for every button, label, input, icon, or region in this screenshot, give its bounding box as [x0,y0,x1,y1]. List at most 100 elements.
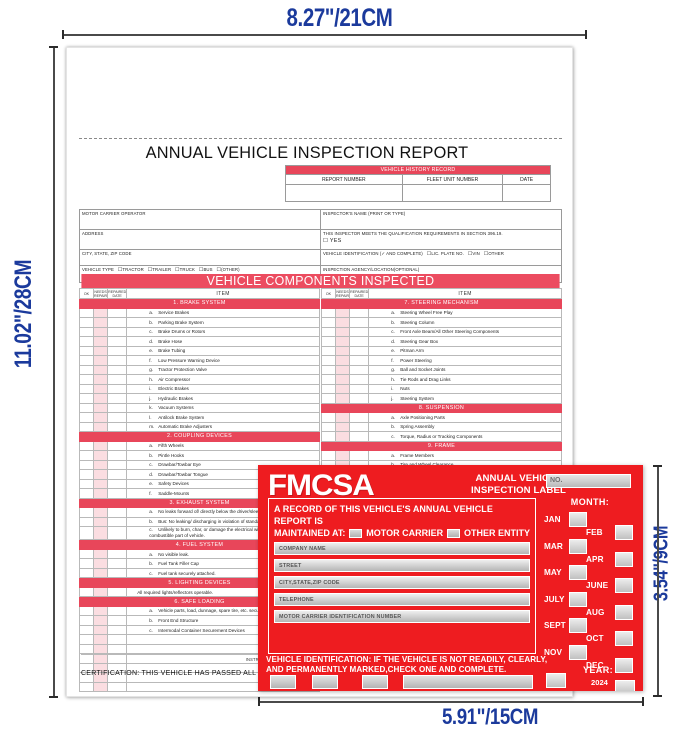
cell-repaired-date[interactable] [107,412,128,423]
cell-ok[interactable] [79,345,94,356]
cell-needs-repair[interactable] [92,586,109,598]
cell-repaired-date[interactable] [349,383,370,394]
month-checkbox-jan[interactable] [569,512,587,527]
checkbox-icon-bus[interactable]: ☐ [198,267,204,273]
blank-cell[interactable] [107,634,128,645]
cell-needs-repair[interactable] [92,440,109,451]
label-field-city-state-zip[interactable]: CITY,STATE,ZIP CODE [274,576,530,590]
cell-ok[interactable] [79,586,94,598]
cell-needs-repair[interactable] [92,317,109,328]
cell-repaired-date[interactable] [107,624,128,636]
cell-needs-repair[interactable] [92,326,109,337]
cell-ok[interactable] [79,317,94,328]
cell-needs-repair[interactable] [92,345,109,356]
qualification-yes-row[interactable]: ☐ YES [323,238,559,244]
checkbox-license-registration[interactable] [362,675,388,689]
checkbox-icon-vin[interactable]: ☐ [467,251,473,257]
cell-repaired-date[interactable] [349,431,370,442]
cell-needs-repair[interactable] [334,412,351,423]
cell-repaired-date[interactable] [107,317,128,328]
cell-ok[interactable] [321,355,336,366]
cell-ok[interactable] [321,317,336,328]
cell-ok[interactable] [79,364,94,375]
cell-needs-repair[interactable] [92,383,109,394]
field-inspector-name[interactable]: INSPECTOR'S NAME (PRINT OR TYPE) [320,209,562,230]
checkbox-other-entity[interactable] [447,528,460,538]
label-field-telephone[interactable]: TELEPHONE [274,593,530,607]
blank-cell[interactable] [107,681,128,693]
checkbox-icon-yes[interactable]: ☐ [323,238,329,245]
cell-ok[interactable] [79,307,94,318]
month-checkbox-dec[interactable] [615,657,633,673]
cell-repaired-date[interactable] [107,558,128,569]
cell-repaired-date[interactable] [107,336,128,347]
cell-ok[interactable] [79,558,94,569]
cell-repaired-date[interactable] [107,507,128,518]
cell-needs-repair[interactable] [92,336,109,347]
cell-needs-repair[interactable] [92,364,109,375]
cell-needs-repair[interactable] [334,307,351,318]
cell-ok[interactable] [79,459,94,470]
cell-ok[interactable] [79,567,94,579]
cell-ok[interactable] [321,383,336,394]
cell-needs-repair[interactable] [92,402,109,413]
cell-repaired-date[interactable] [107,478,128,489]
cell-repaired-date[interactable] [349,450,370,461]
cell-needs-repair[interactable] [92,355,109,366]
cell-repaired-date[interactable] [107,488,128,499]
cell-needs-repair[interactable] [334,345,351,356]
cell-ok[interactable] [79,624,94,636]
cell-repaired-date[interactable] [107,383,128,394]
cell-ok[interactable] [321,450,336,461]
cell-repaired-date[interactable] [107,586,128,598]
cell-ok[interactable] [321,336,336,347]
checkbox-motor-carrier[interactable] [349,528,363,538]
cell-ok[interactable] [79,615,94,626]
cell-ok[interactable] [79,488,94,499]
checkbox-icon-truck[interactable]: ☐ [175,267,180,273]
field-city-state-zip[interactable]: CITY, STATE, ZIP CODE [79,249,321,266]
vhr-input-report-number[interactable] [285,184,403,202]
cell-ok[interactable] [79,383,94,394]
cell-repaired-date[interactable] [349,345,370,356]
checkbox-icon-tractor[interactable]: ☐ [117,267,123,273]
cell-ok[interactable] [79,393,94,404]
checkbox-icon-trailer[interactable]: ☐ [147,267,153,273]
cell-repaired-date[interactable] [349,421,370,432]
label-field-mc-id-number[interactable]: MOTOR CARRIER IDENTIFICATION NUMBER [274,610,530,624]
month-checkbox-may[interactable] [569,565,587,580]
checkbox-icon-lic-plate[interactable]: ☐ [426,251,432,257]
cell-needs-repair[interactable] [92,558,109,569]
cell-needs-repair[interactable] [334,336,351,347]
cell-needs-repair[interactable] [92,478,109,489]
year-checkbox-2026[interactable] [615,680,635,691]
cell-repaired-date[interactable] [107,615,128,626]
cell-ok[interactable] [79,516,94,527]
cell-ok[interactable] [79,336,94,347]
blank-cell[interactable] [92,643,109,655]
cell-repaired-date[interactable] [349,317,370,328]
cell-needs-repair[interactable] [334,421,351,432]
month-checkbox-nov[interactable] [569,644,587,660]
cell-ok[interactable] [79,469,94,480]
cell-repaired-date[interactable] [107,450,128,461]
cell-ok[interactable] [321,364,336,375]
cell-needs-repair[interactable] [334,393,351,404]
cell-needs-repair[interactable] [92,507,109,518]
cell-needs-repair[interactable] [334,317,351,328]
checkbox-icon-other-vid[interactable]: ☐ [483,251,489,257]
cell-ok[interactable] [79,507,94,518]
cell-repaired-date[interactable] [107,567,128,579]
year-checkbox-2024[interactable] [546,673,566,688]
cell-repaired-date[interactable] [107,402,128,413]
month-checkbox-aug[interactable] [615,604,633,620]
field-address[interactable]: ADDRESS [79,229,321,250]
cell-repaired-date[interactable] [349,364,370,375]
cell-needs-repair[interactable] [92,459,109,470]
cell-ok[interactable] [79,421,94,432]
cell-repaired-date[interactable] [349,355,370,366]
cell-needs-repair[interactable] [92,615,109,626]
cell-repaired-date[interactable] [107,393,128,404]
cell-needs-repair[interactable] [92,605,109,617]
checkbox-fleet-unit[interactable] [270,675,296,689]
